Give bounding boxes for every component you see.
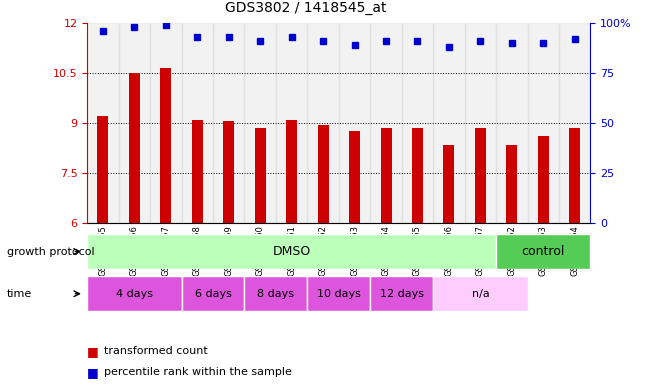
Bar — [182, 276, 244, 311]
Text: growth protocol: growth protocol — [7, 247, 95, 257]
Bar — [464, 23, 496, 223]
Bar — [87, 276, 182, 311]
Text: 10 days: 10 days — [317, 289, 361, 299]
Bar — [182, 23, 213, 223]
Bar — [339, 23, 370, 223]
Bar — [286, 119, 297, 223]
Bar — [244, 23, 276, 223]
Bar — [559, 23, 590, 223]
Bar — [223, 121, 234, 223]
Text: transformed count: transformed count — [104, 346, 208, 356]
Text: 12 days: 12 days — [380, 289, 424, 299]
Text: 4 days: 4 days — [116, 289, 153, 299]
Bar — [160, 68, 171, 223]
Bar — [255, 128, 266, 223]
Bar — [370, 276, 433, 311]
Bar — [527, 23, 559, 223]
Bar — [507, 144, 517, 223]
Text: control: control — [521, 245, 565, 258]
Bar — [244, 276, 307, 311]
Text: GDS3802 / 1418545_at: GDS3802 / 1418545_at — [225, 2, 386, 15]
Text: percentile rank within the sample: percentile rank within the sample — [104, 367, 292, 377]
Bar — [192, 119, 203, 223]
Bar — [433, 276, 527, 311]
Bar — [433, 23, 464, 223]
Bar — [129, 73, 140, 223]
Text: n/a: n/a — [472, 289, 489, 299]
Bar — [537, 136, 549, 223]
Bar — [276, 23, 307, 223]
Bar — [444, 144, 454, 223]
Bar — [412, 128, 423, 223]
Bar — [119, 23, 150, 223]
Text: ■: ■ — [87, 345, 103, 358]
Bar — [87, 23, 119, 223]
Bar — [569, 128, 580, 223]
Bar — [213, 23, 244, 223]
Bar — [307, 276, 370, 311]
Text: 6 days: 6 days — [195, 289, 231, 299]
Text: DMSO: DMSO — [272, 245, 311, 258]
Bar — [150, 23, 182, 223]
Text: time: time — [7, 289, 32, 299]
Bar — [475, 128, 486, 223]
Bar — [87, 234, 496, 269]
Bar — [496, 23, 527, 223]
Bar — [317, 124, 329, 223]
Text: ■: ■ — [87, 366, 103, 379]
Bar — [97, 116, 109, 223]
Bar — [380, 128, 392, 223]
Bar — [349, 131, 360, 223]
Bar — [496, 234, 590, 269]
Bar — [402, 23, 433, 223]
Bar — [370, 23, 402, 223]
Bar — [307, 23, 339, 223]
Text: 8 days: 8 days — [258, 289, 295, 299]
